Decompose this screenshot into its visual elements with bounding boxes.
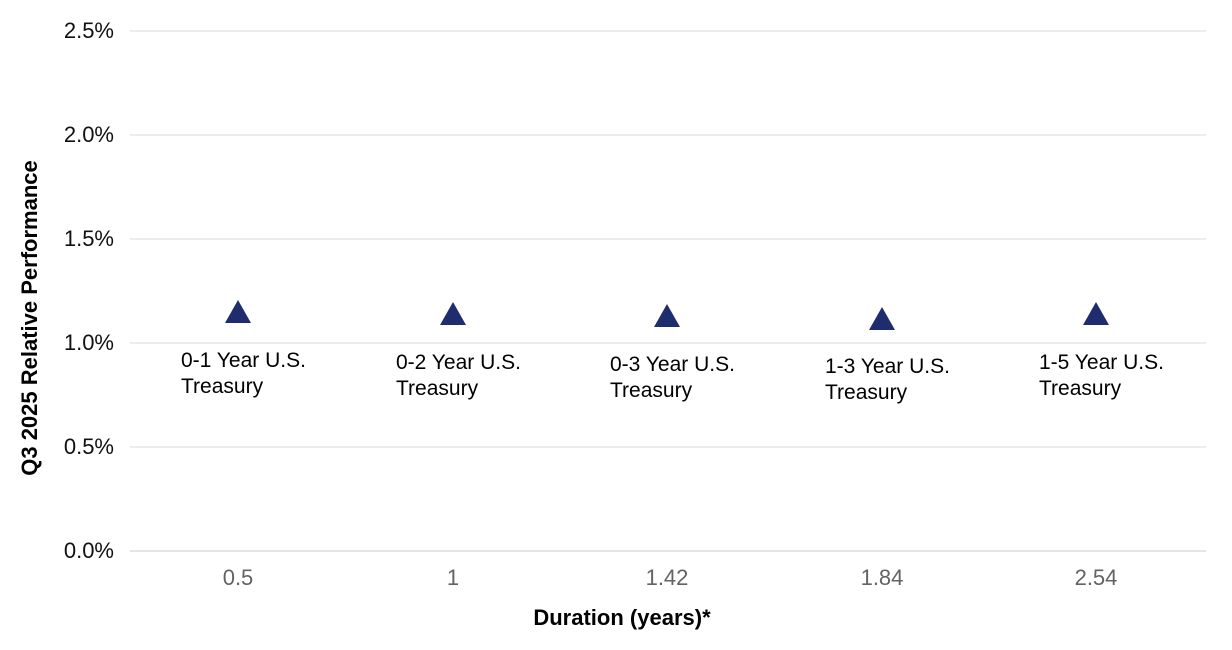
data-point-label-line: Treasury: [825, 381, 908, 404]
gridline: [130, 30, 1206, 32]
x-tick-label: 2.54: [1074, 565, 1118, 590]
data-point-label-line: Treasury: [181, 375, 264, 398]
data-point-label-line: Treasury: [396, 377, 479, 400]
data-point-label-line: 1-5 Year U.S.: [1039, 351, 1164, 374]
data-point-label-line: 0-1 Year U.S.: [181, 349, 306, 372]
y-tick-label: 0.0%: [63, 538, 114, 563]
gridline: [130, 134, 1206, 136]
x-tick-label: 1.84: [860, 565, 904, 590]
gridline: [130, 238, 1206, 240]
data-point-label-line: 0-3 Year U.S.: [610, 353, 735, 376]
data-point-label: 0-1 Year U.S. Treasury: [181, 348, 351, 400]
data-point-marker: [869, 307, 895, 330]
data-point-label-line: Treasury: [1039, 377, 1122, 400]
y-tick-label: 0.5%: [63, 434, 114, 459]
data-point-marker: [440, 302, 466, 325]
x-tick-label: 0.5: [222, 565, 254, 590]
x-axis-title: Duration (years)*: [533, 605, 711, 630]
gridline: [130, 446, 1206, 448]
y-tick-label: 2.0%: [63, 122, 114, 147]
data-point-label: 0-3 Year U.S. Treasury: [610, 352, 780, 404]
data-point-label-line: Treasury: [610, 379, 693, 402]
y-tick-label: 1.5%: [63, 226, 114, 251]
data-point-label-line: 1-3 Year U.S.: [825, 355, 950, 378]
data-point-label: 1-5 Year U.S. Treasury: [1039, 350, 1209, 402]
data-point-label: 0-2 Year U.S. Treasury: [396, 350, 566, 402]
data-point-label-line: 0-2 Year U.S.: [396, 351, 521, 374]
gridline: [130, 342, 1206, 344]
y-tick-label: 2.5%: [63, 18, 114, 43]
x-axis-line: [130, 550, 1206, 552]
y-tick-label: 1.0%: [63, 330, 114, 355]
x-tick-label: 1: [446, 565, 460, 590]
data-point-label: 1-3 Year U.S. Treasury: [825, 354, 995, 406]
data-point-marker: [225, 300, 251, 323]
data-point-marker: [654, 304, 680, 327]
y-axis-title: Q3 2025 Relative Performance: [17, 160, 42, 476]
x-tick-label: 1.42: [645, 565, 689, 590]
data-point-marker: [1083, 302, 1109, 325]
